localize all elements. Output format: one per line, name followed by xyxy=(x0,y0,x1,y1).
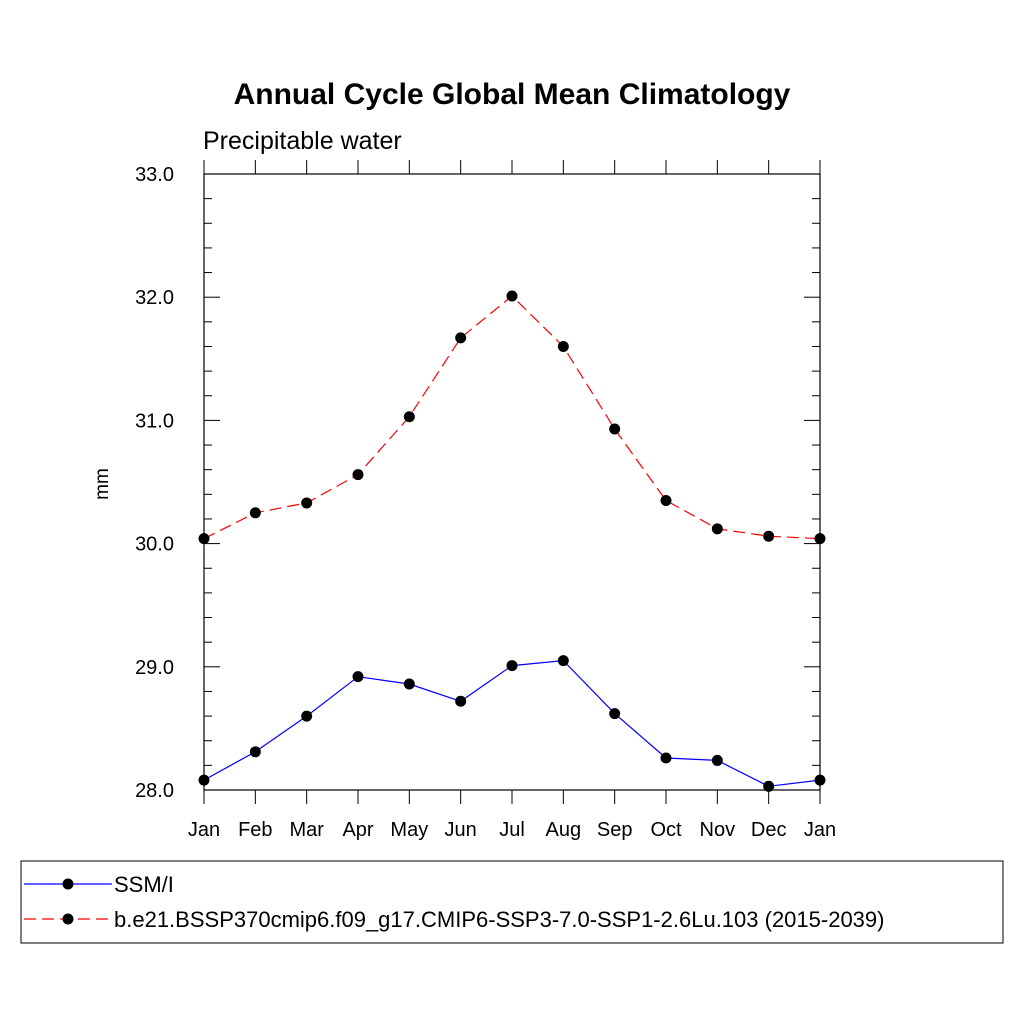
x-tick-label: Nov xyxy=(700,819,736,841)
data-point xyxy=(763,780,775,792)
data-point xyxy=(557,655,569,667)
data-point xyxy=(763,530,775,542)
chart-subtitle: Precipitable water xyxy=(203,127,402,155)
legend-label: b.e21.BSSP370cmip6.f09_g17.CMIP6-SSP3-7.… xyxy=(114,907,884,932)
data-point xyxy=(711,523,723,535)
data-point xyxy=(609,708,621,720)
chart-title: Annual Cycle Global Mean Climatology xyxy=(234,78,791,111)
y-tick-label: 33.0 xyxy=(135,164,174,186)
y-axis-label: mm xyxy=(92,468,113,500)
data-point xyxy=(660,494,672,506)
data-point xyxy=(609,423,621,435)
data-point xyxy=(249,746,261,758)
series-group xyxy=(198,290,826,792)
x-tick-label: Feb xyxy=(238,819,272,841)
data-point xyxy=(352,671,364,683)
data-point xyxy=(506,660,518,672)
legend-box xyxy=(20,860,1004,944)
legend-marker xyxy=(62,878,74,890)
data-point xyxy=(249,507,261,519)
y-tick-label: 28.0 xyxy=(135,780,174,802)
data-point xyxy=(506,290,518,302)
y-tick-label: 29.0 xyxy=(135,657,174,679)
plot-frame xyxy=(203,173,821,791)
x-tick-label: Dec xyxy=(751,819,787,841)
x-tick-label: Oct xyxy=(650,819,682,841)
data-point xyxy=(403,678,415,690)
data-point xyxy=(301,710,313,722)
x-tick-label: Jul xyxy=(499,819,525,841)
legend-marker xyxy=(62,913,74,925)
x-tick-label: Jan xyxy=(804,819,836,841)
axis-ticks xyxy=(203,160,821,804)
y-tick-label: 32.0 xyxy=(135,287,174,309)
x-tick-label: Jun xyxy=(445,819,477,841)
x-tick-label: Sep xyxy=(597,819,633,841)
x-tick-label: Aug xyxy=(546,819,582,841)
series-line-1 xyxy=(203,659,821,787)
x-tick-label: May xyxy=(390,819,428,841)
data-point xyxy=(557,340,569,352)
data-point xyxy=(660,752,672,764)
legend-label: SSM/I xyxy=(114,872,174,897)
legend: SSM/I b.e21.BSSP370cmip6.f09_g17.CMIP6-SS… xyxy=(20,860,1004,944)
x-tick-label: Apr xyxy=(342,819,373,841)
data-point xyxy=(403,411,415,423)
data-point xyxy=(455,332,467,344)
y-tick-label: 31.0 xyxy=(135,410,174,432)
y-tick-label: 30.0 xyxy=(135,534,174,556)
data-point xyxy=(352,469,364,481)
data-point xyxy=(301,497,313,509)
axis-tick-labels: 28.0 29.0 30.0 31.0 32.0 33.0 Jan Feb Mar Apr May J… xyxy=(135,164,836,841)
x-tick-label: Mar xyxy=(289,819,324,841)
data-point xyxy=(455,695,467,707)
series-line-2 xyxy=(203,295,821,540)
x-tick-label: Jan xyxy=(188,819,220,841)
data-point xyxy=(711,754,723,766)
